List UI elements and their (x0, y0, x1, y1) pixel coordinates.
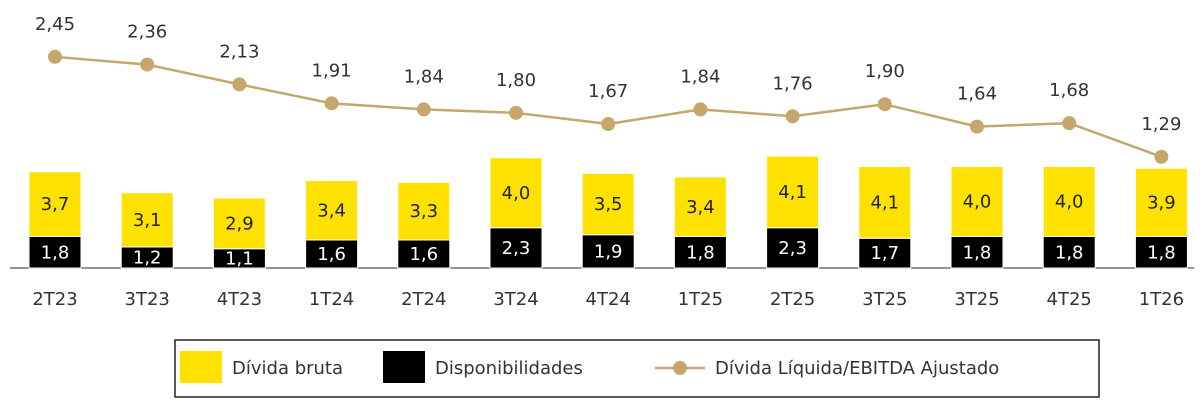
data-label: 1,80 (496, 70, 536, 91)
data-label: 1,29 (1141, 114, 1181, 135)
x-tick-label: 3T25 (862, 289, 907, 310)
bar-segment (397, 181, 451, 241)
x-tick-label: 2T24 (401, 289, 446, 310)
data-label: 3,4 (686, 197, 715, 218)
data-label: 1,8 (1147, 242, 1176, 263)
x-tick-label: 1T24 (309, 289, 354, 310)
data-label: 3,9 (1147, 192, 1176, 213)
line-point (324, 96, 339, 111)
line-point (509, 105, 523, 120)
data-label: 4,0 (1055, 192, 1084, 213)
bar-segment (1134, 236, 1188, 269)
bar-segment (305, 239, 359, 269)
bar-segment (1042, 166, 1096, 237)
bar-segment (766, 227, 820, 269)
line-point (601, 117, 616, 132)
x-tick-label: 3T24 (493, 289, 538, 310)
data-label: 3,3 (409, 201, 438, 222)
line-point (416, 102, 431, 117)
data-label: 1,9 (594, 241, 623, 262)
data-label: 2,3 (778, 238, 807, 259)
bar-segment (1134, 167, 1188, 237)
bar-segment (212, 197, 266, 250)
line-point (140, 57, 155, 72)
data-label: 4,0 (963, 192, 992, 213)
data-label: 1,90 (865, 61, 905, 82)
legend-label: Dívida bruta (232, 358, 343, 379)
x-tick-label: 2T23 (32, 289, 77, 310)
bar-segment (581, 173, 635, 236)
data-label: 3,5 (594, 194, 623, 215)
data-label: 1,84 (680, 66, 720, 87)
bar-segment (581, 234, 635, 269)
data-label: 1,8 (41, 242, 70, 263)
bar-segment (28, 171, 82, 237)
legend-swatch (180, 351, 222, 383)
bar-segment (766, 155, 820, 229)
line-point (48, 49, 62, 64)
bar-segment (1042, 236, 1096, 269)
x-tick-label: 2T25 (770, 289, 815, 310)
data-label: 1,84 (404, 66, 444, 87)
legend-label: Dívida Líquida/EBITDA Ajustado (715, 358, 999, 379)
data-label: 1,64 (957, 84, 997, 105)
data-label: 1,1 (225, 248, 254, 269)
data-label: 2,13 (219, 41, 259, 62)
data-label: 1,8 (686, 242, 715, 263)
legend-box (174, 339, 1100, 398)
line-point (970, 119, 984, 134)
bar-segment (950, 166, 1004, 237)
x-tick-label: 3T23 (125, 289, 170, 310)
data-label: 2,9 (225, 213, 254, 234)
line-point (1154, 149, 1169, 164)
legend-marker (673, 361, 687, 375)
data-label: 2,3 (502, 238, 531, 259)
x-tick-label: 1T25 (678, 289, 723, 310)
bar-segment (858, 237, 912, 269)
bar-segment (673, 236, 727, 269)
bar-segment (673, 176, 727, 237)
legend-swatch (383, 351, 425, 383)
x-tick-label: 1T26 (1139, 289, 1184, 310)
bar-segment (489, 157, 543, 229)
data-label: 1,2 (133, 248, 162, 269)
legend-label: Disponibilidades (435, 358, 583, 379)
data-label: 2,36 (127, 22, 167, 43)
line-point (1062, 116, 1077, 131)
data-label: 1,6 (409, 244, 438, 265)
bar-segment (305, 180, 359, 241)
data-label: 1,76 (773, 73, 813, 94)
x-tick-label: 4T24 (586, 289, 631, 310)
x-tick-label: 4T23 (217, 289, 262, 310)
line-point (693, 102, 708, 117)
data-label: 3,7 (41, 194, 70, 215)
data-label: 1,8 (1055, 242, 1084, 263)
x-tick-label: 4T25 (1047, 289, 1092, 310)
bar-segment (397, 239, 451, 269)
data-label: 1,91 (312, 60, 352, 81)
line-point (877, 97, 892, 112)
bar-segment (120, 192, 174, 248)
data-label: 4,1 (870, 192, 899, 213)
x-tick-label: 3T25 (954, 289, 999, 310)
line-point (232, 77, 247, 92)
bar-segment (950, 236, 1004, 269)
data-label: 1,7 (870, 243, 899, 264)
bar-segment (489, 227, 543, 269)
data-label: 1,68 (1049, 80, 1089, 101)
data-label: 1,6 (317, 244, 346, 265)
data-label: 4,0 (502, 183, 531, 204)
line-point (785, 109, 800, 124)
data-label: 1,8 (963, 242, 992, 263)
bar-segment (28, 236, 82, 269)
data-label: 3,4 (317, 200, 346, 221)
data-label: 3,1 (133, 210, 162, 231)
line-series (54, 55, 1162, 158)
bar-segment (858, 166, 912, 239)
data-label: 2,45 (35, 14, 75, 35)
data-label: 1,67 (588, 81, 628, 102)
data-label: 4,1 (778, 182, 807, 203)
